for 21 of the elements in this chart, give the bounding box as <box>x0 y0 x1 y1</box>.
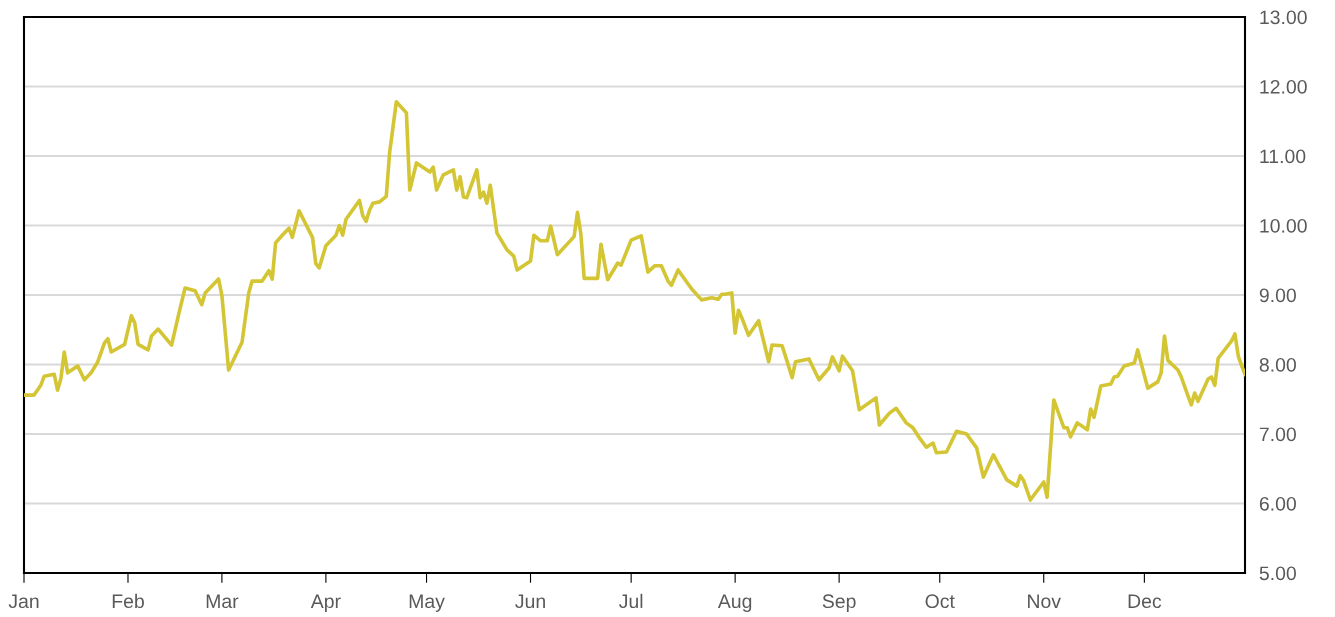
y-tick-label: 8.00 <box>1259 357 1296 372</box>
x-tick-label: May <box>409 594 445 612</box>
x-tick-label: Feb <box>112 593 144 609</box>
x-tick-label: Oct <box>925 594 955 609</box>
x-tick-label: Mar <box>206 594 239 609</box>
y-tick-label: 5.00 <box>1259 566 1296 581</box>
x-tick-label: Jun <box>515 594 545 609</box>
x-tick-label: Apr <box>310 594 341 612</box>
y-tick-label: 12.00 <box>1260 79 1307 94</box>
x-tick-label: Sep <box>822 594 856 612</box>
x-tick-label: Nov <box>1028 594 1061 609</box>
y-tick-label: 10.00 <box>1260 218 1307 233</box>
x-tick-label: Dec <box>1128 594 1162 609</box>
x-tick-label: Jul <box>619 593 643 609</box>
y-tick-label: 9.00 <box>1259 288 1296 303</box>
x-tick-label: Jan <box>8 594 39 609</box>
y-tick-label: 13.00 <box>1260 10 1307 25</box>
y-tick-label: 6.00 <box>1259 496 1296 511</box>
x-tick-label: Aug <box>717 594 752 612</box>
y-tick-label: 11.00 <box>1260 149 1306 164</box>
y-tick-label: 7.00 <box>1259 427 1296 442</box>
